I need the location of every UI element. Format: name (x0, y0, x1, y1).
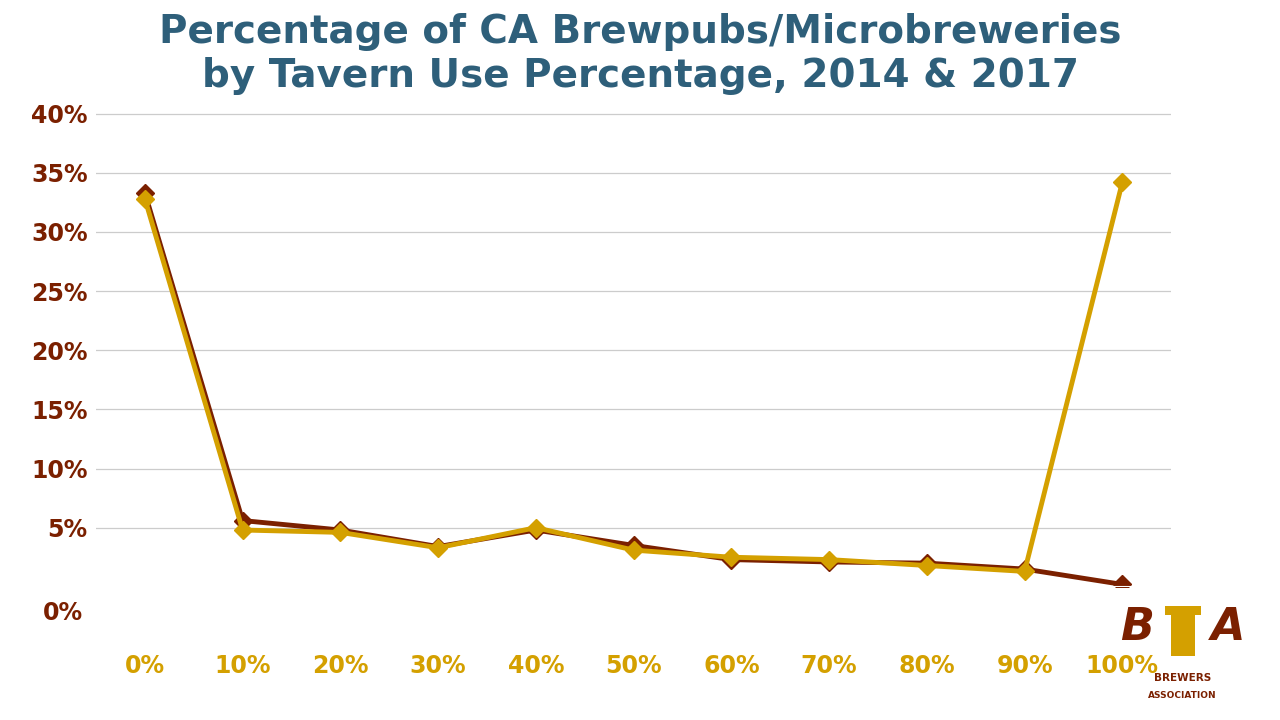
Text: BREWERS: BREWERS (1155, 672, 1211, 683)
2014 (137, 189, 152, 197)
Text: Percentage of CA Brewpubs/Microbreweries: Percentage of CA Brewpubs/Microbreweries (159, 14, 1121, 51)
2017 (1115, 178, 1130, 186)
Text: 40%: 40% (508, 654, 564, 678)
2014 (919, 559, 934, 567)
2014 (822, 557, 837, 566)
Text: B: B (1120, 606, 1155, 649)
Text: 30%: 30% (410, 654, 466, 678)
2014 (333, 526, 348, 534)
Text: 80%: 80% (899, 654, 955, 678)
Text: 100%: 100% (1085, 654, 1158, 678)
Line: 2017: 2017 (138, 176, 1129, 577)
2014 (626, 541, 641, 550)
Text: by Tavern Use Percentage, 2014 & 2017: by Tavern Use Percentage, 2014 & 2017 (201, 57, 1079, 94)
2017 (626, 546, 641, 554)
Text: 20%: 20% (312, 654, 369, 678)
2017 (529, 523, 544, 532)
Text: 0%: 0% (125, 654, 165, 678)
Text: 60%: 60% (703, 654, 759, 678)
Text: 10%: 10% (214, 654, 271, 678)
Text: 90%: 90% (996, 654, 1053, 678)
2014 (236, 516, 251, 525)
Line: 2014: 2014 (138, 186, 1129, 590)
Bar (1165, 606, 1201, 615)
2017 (430, 544, 445, 552)
2017 (333, 528, 348, 536)
2017 (919, 561, 934, 570)
Text: ASSOCIATION: ASSOCIATION (1148, 690, 1217, 700)
2017 (236, 526, 251, 534)
Text: A: A (1211, 606, 1245, 649)
2014 (529, 526, 544, 534)
Text: 70%: 70% (801, 654, 858, 678)
Bar (1171, 608, 1194, 656)
2014 (1016, 564, 1032, 573)
2014 (430, 542, 445, 551)
2017 (822, 555, 837, 564)
2017 (1016, 567, 1032, 576)
2017 (723, 553, 739, 562)
2014 (1115, 580, 1130, 589)
Text: 0%: 0% (44, 601, 83, 626)
Text: 50%: 50% (605, 654, 662, 678)
2014 (723, 555, 739, 564)
2017 (137, 194, 152, 203)
